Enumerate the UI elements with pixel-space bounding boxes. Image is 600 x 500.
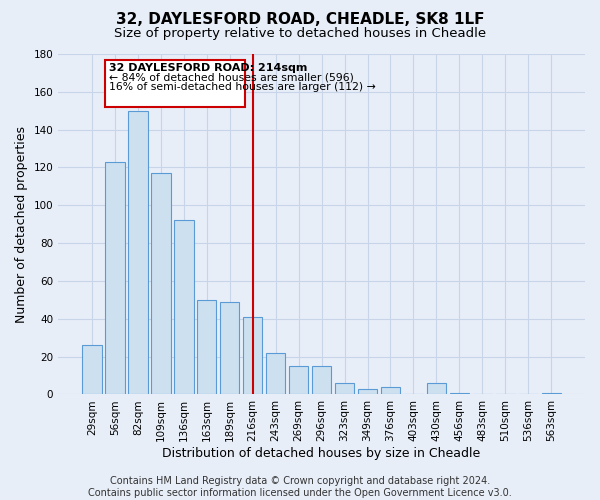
Text: 32 DAYLESFORD ROAD: 214sqm: 32 DAYLESFORD ROAD: 214sqm (109, 62, 307, 72)
Text: ← 84% of detached houses are smaller (596): ← 84% of detached houses are smaller (59… (109, 73, 354, 83)
Bar (128, 110, 148, 395)
Bar (289, 366, 308, 394)
Bar (427, 383, 446, 394)
Text: 16% of semi-detached houses are larger (112) →: 16% of semi-detached houses are larger (… (109, 82, 376, 92)
Bar (335, 383, 355, 394)
Bar (174, 220, 194, 394)
Bar (381, 387, 400, 394)
X-axis label: Distribution of detached houses by size in Cheadle: Distribution of detached houses by size … (163, 447, 481, 460)
Bar (266, 353, 286, 395)
Bar (105, 162, 125, 394)
Text: 32, DAYLESFORD ROAD, CHEADLE, SK8 1LF: 32, DAYLESFORD ROAD, CHEADLE, SK8 1LF (116, 12, 484, 28)
Bar (151, 173, 170, 394)
Bar (197, 300, 217, 394)
Text: Size of property relative to detached houses in Cheadle: Size of property relative to detached ho… (114, 28, 486, 40)
FancyBboxPatch shape (104, 60, 245, 107)
Bar (312, 366, 331, 394)
Bar (220, 302, 239, 394)
Bar (542, 392, 561, 394)
Bar (358, 389, 377, 394)
Bar (449, 392, 469, 394)
Bar (243, 317, 262, 394)
Bar (82, 346, 101, 395)
Text: Contains HM Land Registry data © Crown copyright and database right 2024.
Contai: Contains HM Land Registry data © Crown c… (88, 476, 512, 498)
Y-axis label: Number of detached properties: Number of detached properties (15, 126, 28, 322)
